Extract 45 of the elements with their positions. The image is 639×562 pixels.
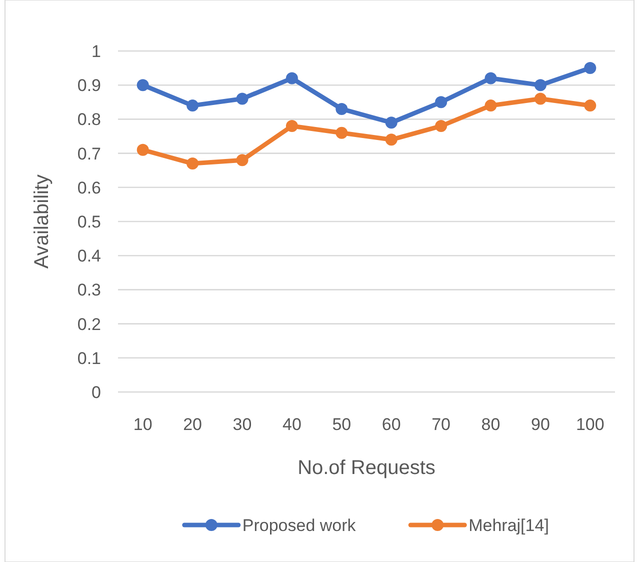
y-tick-label: 0.9 <box>77 76 101 96</box>
y-tick-label: 0.5 <box>77 212 101 232</box>
y-tick-label: 0.3 <box>77 280 101 300</box>
point <box>484 72 497 84</box>
point <box>385 134 398 146</box>
point <box>484 100 497 112</box>
point <box>534 92 546 105</box>
y-tick-label: 0.1 <box>77 348 101 368</box>
legend-label: Proposed work <box>242 516 356 535</box>
point <box>136 79 149 92</box>
point <box>534 79 546 92</box>
x-tick-label: 70 <box>432 415 451 434</box>
y-tick-label: 0.8 <box>77 110 101 130</box>
point <box>385 116 398 129</box>
y-tick-label: 0.7 <box>77 144 101 164</box>
point <box>336 126 348 139</box>
point <box>186 100 199 112</box>
x-tick-label: 30 <box>232 415 252 434</box>
y-tick-label: 1 <box>92 42 101 61</box>
x-axis-title: No.of Requests <box>298 457 436 479</box>
point <box>584 100 596 112</box>
x-tick-label: 90 <box>530 415 550 434</box>
x-tick-label: 40 <box>282 415 302 434</box>
x-tick-label: 60 <box>382 415 401 434</box>
point <box>336 102 348 115</box>
y-tick-label: 0.6 <box>77 178 101 198</box>
x-tick-label: 10 <box>133 415 152 434</box>
y-tick-label: 0 <box>92 382 101 402</box>
point <box>286 72 298 84</box>
point <box>435 120 448 132</box>
point <box>186 158 199 170</box>
y-axis-title: Availability <box>31 174 53 269</box>
y-tick-label: 0.2 <box>77 314 101 334</box>
x-tick-label: 50 <box>332 415 352 434</box>
point <box>286 120 298 132</box>
point <box>236 154 248 166</box>
legend-label: Mehraj[14] <box>468 516 549 535</box>
y-tick-label: 0.4 <box>77 246 101 266</box>
point <box>236 92 248 105</box>
x-tick-label: 100 <box>576 415 604 434</box>
point <box>584 62 596 74</box>
x-tick-label: 80 <box>481 415 500 434</box>
x-tick-label: 20 <box>183 415 202 434</box>
point <box>435 96 448 108</box>
point <box>136 144 149 156</box>
